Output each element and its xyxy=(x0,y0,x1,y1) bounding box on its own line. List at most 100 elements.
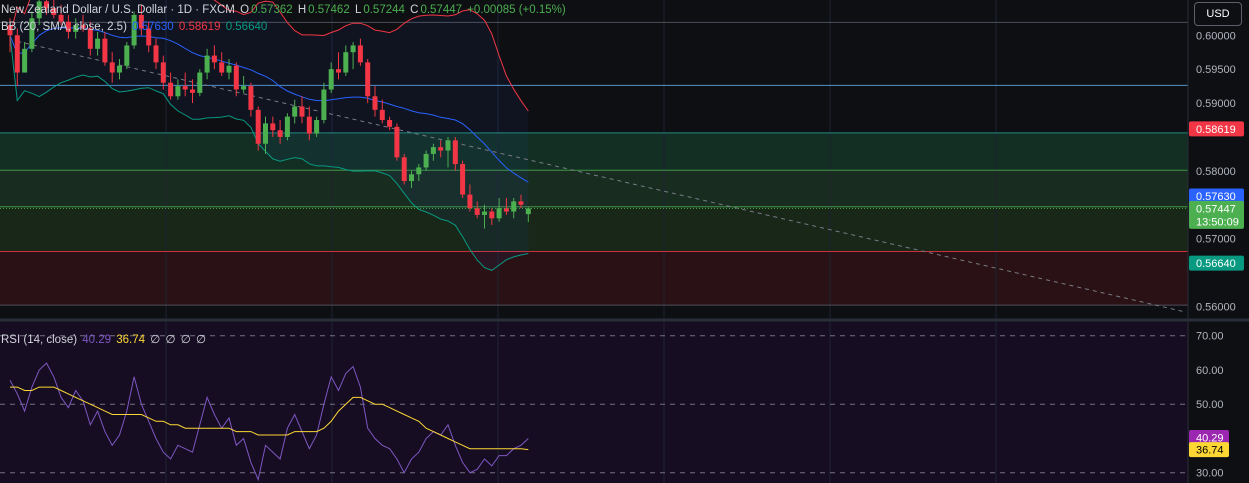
candle[interactable] xyxy=(29,11,35,53)
price-axis-background[interactable] xyxy=(1188,0,1249,483)
rsi-line[interactable] xyxy=(9,362,529,482)
candle[interactable] xyxy=(124,42,130,70)
candle-body xyxy=(160,62,166,83)
rsi-extra-4: ∅ xyxy=(195,334,206,346)
rsi-label: RSI (14, close) xyxy=(1,334,78,346)
candle-body xyxy=(102,38,108,63)
candle[interactable] xyxy=(248,82,254,117)
candle[interactable] xyxy=(233,62,239,97)
candle-body xyxy=(409,174,414,182)
candle[interactable] xyxy=(423,150,429,171)
candle[interactable] xyxy=(336,52,341,80)
candle[interactable] xyxy=(102,31,108,66)
candle[interactable] xyxy=(131,11,137,49)
rsi-legend[interactable]: RSI (14, close) 40.29 36.74 ∅ ∅ ∅ ∅ xyxy=(1,332,208,346)
candle-body xyxy=(7,25,13,36)
candle[interactable] xyxy=(482,204,487,229)
candle[interactable] xyxy=(197,69,203,97)
candle[interactable] xyxy=(430,143,436,161)
candle[interactable] xyxy=(211,45,217,70)
candle[interactable] xyxy=(175,79,181,100)
candle[interactable] xyxy=(394,123,400,161)
candle[interactable] xyxy=(503,197,509,215)
candle[interactable] xyxy=(270,116,276,137)
rsi-value-badge xyxy=(1189,429,1229,445)
candle[interactable] xyxy=(365,58,371,104)
candle-body xyxy=(321,89,327,121)
candle[interactable] xyxy=(241,75,247,93)
candle[interactable] xyxy=(314,116,320,137)
candle[interactable] xyxy=(51,0,57,19)
candle[interactable] xyxy=(525,207,531,223)
candle[interactable] xyxy=(438,140,444,158)
candle[interactable] xyxy=(328,62,334,93)
candle[interactable] xyxy=(496,197,502,222)
bb-legend[interactable]: BB (20, SMA, close, 2.5) 0.57630 0.58619… xyxy=(1,21,269,33)
candle[interactable] xyxy=(73,18,79,39)
rsi-value: 40.29 xyxy=(82,334,112,346)
candle[interactable] xyxy=(22,42,28,73)
candle[interactable] xyxy=(489,208,495,226)
currency-button[interactable]: USD xyxy=(1194,2,1242,26)
candle[interactable] xyxy=(387,116,393,131)
candle[interactable] xyxy=(153,38,159,70)
candle[interactable] xyxy=(58,4,64,26)
candle[interactable] xyxy=(36,0,42,26)
candle[interactable] xyxy=(255,106,261,151)
candle[interactable] xyxy=(204,48,210,80)
candle[interactable] xyxy=(80,14,86,32)
candle[interactable] xyxy=(190,79,195,104)
candle[interactable] xyxy=(168,72,174,100)
candle[interactable] xyxy=(292,99,298,124)
candle[interactable] xyxy=(343,45,349,76)
bb-basis-line[interactable] xyxy=(9,27,529,183)
bb-upper-line[interactable] xyxy=(9,0,529,112)
change-value: +0.00085 (+0.15%) xyxy=(467,4,566,16)
candle-body xyxy=(423,153,429,168)
candle[interactable] xyxy=(467,184,473,212)
candle[interactable] xyxy=(182,72,188,97)
candle[interactable] xyxy=(14,28,20,87)
candle[interactable] xyxy=(160,55,166,90)
price-zone xyxy=(0,251,1188,306)
candle[interactable] xyxy=(401,153,407,185)
candle[interactable] xyxy=(44,0,49,15)
candle[interactable] xyxy=(87,21,93,56)
candle[interactable] xyxy=(219,52,225,76)
candle[interactable] xyxy=(109,52,115,83)
candle[interactable] xyxy=(518,194,524,209)
rsi-ma-line[interactable] xyxy=(10,386,529,451)
candle[interactable] xyxy=(357,38,363,66)
candle[interactable] xyxy=(277,120,283,144)
candle-body xyxy=(306,116,312,134)
candle[interactable] xyxy=(146,21,152,53)
candle[interactable] xyxy=(117,58,122,80)
candle[interactable] xyxy=(138,4,144,36)
candle[interactable] xyxy=(321,82,327,124)
candle[interactable] xyxy=(306,106,312,141)
symbol-legend[interactable]: New Zealand Dollar / U.S. Dollar · 1D · … xyxy=(1,4,568,16)
candle[interactable] xyxy=(416,164,422,182)
open-value: 0.57362 xyxy=(251,4,293,16)
bb-lower-line[interactable] xyxy=(9,35,529,271)
candle[interactable] xyxy=(95,31,101,56)
price-zone xyxy=(0,206,1188,252)
candle[interactable] xyxy=(284,113,290,141)
candle-body xyxy=(73,25,79,32)
candle[interactable] xyxy=(299,96,305,124)
candle-body xyxy=(430,147,436,154)
candle[interactable] xyxy=(379,99,385,124)
candle[interactable] xyxy=(452,136,458,171)
candle[interactable] xyxy=(474,201,480,219)
candle[interactable] xyxy=(7,18,13,53)
candle[interactable] xyxy=(263,116,268,154)
candle[interactable] xyxy=(372,86,378,117)
candle[interactable] xyxy=(65,14,71,39)
candle[interactable] xyxy=(409,170,414,188)
candle-body xyxy=(197,72,203,93)
candle[interactable] xyxy=(460,160,466,198)
candle[interactable] xyxy=(445,136,451,168)
candle[interactable] xyxy=(350,42,356,70)
candle[interactable] xyxy=(226,58,232,80)
